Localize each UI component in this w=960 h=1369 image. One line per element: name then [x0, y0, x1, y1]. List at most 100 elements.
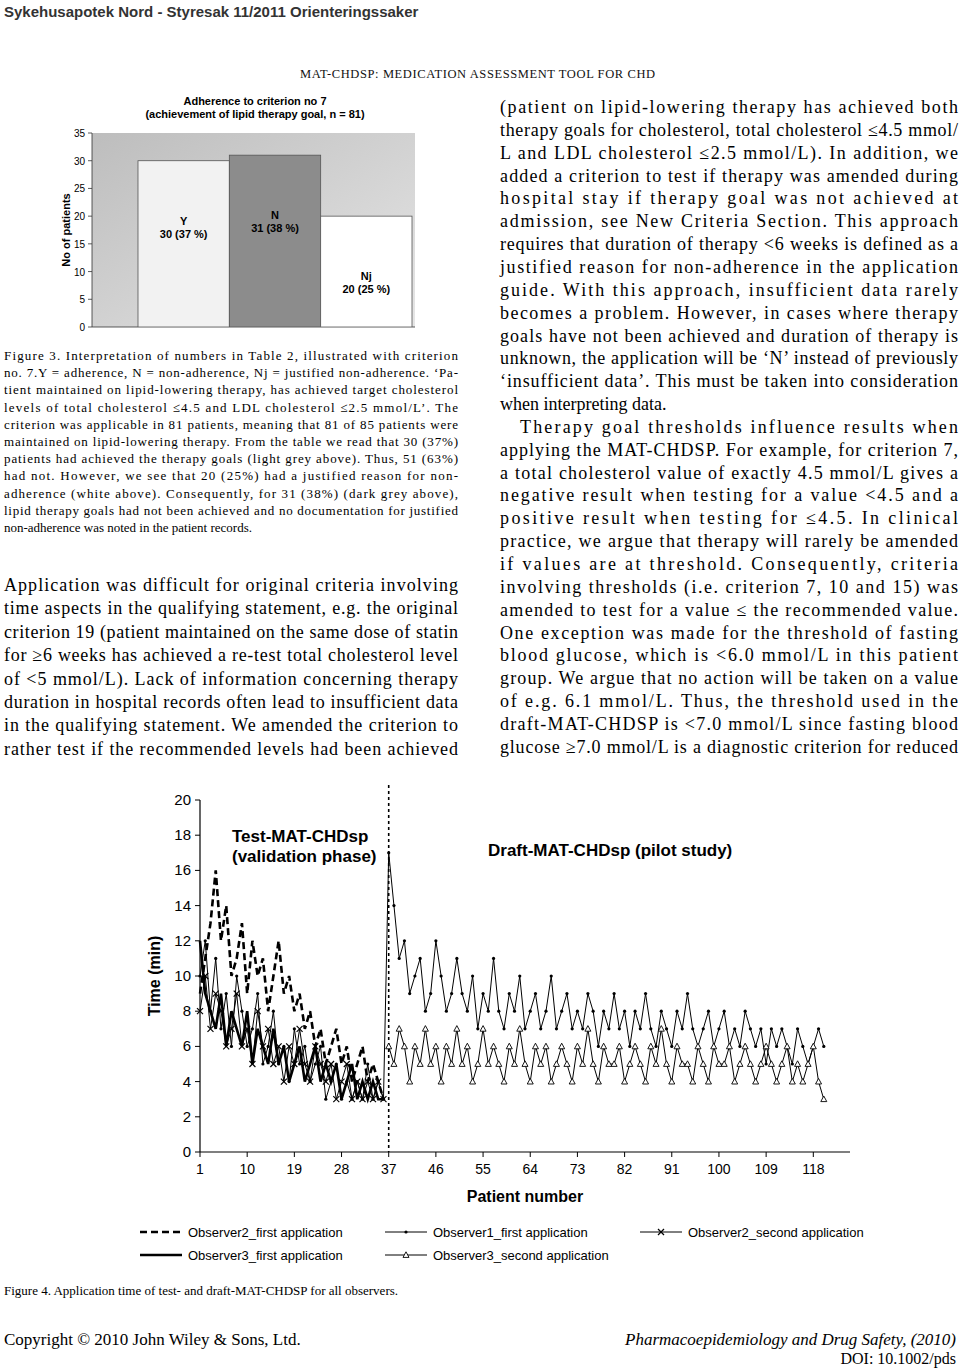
marker: [198, 974, 201, 977]
marker: [360, 1096, 366, 1102]
marker: [235, 974, 238, 977]
marker: [464, 1043, 470, 1049]
marker-stroke: [328, 1061, 334, 1067]
marker: [204, 939, 207, 942]
marker: [265, 1026, 271, 1032]
marker-stroke: [297, 1026, 303, 1032]
y-axis: [92, 133, 93, 327]
marker-stroke: [270, 1061, 276, 1067]
marker: [466, 1010, 469, 1013]
body-text: criterion 19 (patient maintained on the …: [4, 622, 458, 643]
marker: [674, 1043, 680, 1049]
marker: [333, 1096, 339, 1102]
figure-caption: patients had achieved the therapy goals …: [4, 451, 458, 466]
legend-label: Observer3_second application: [433, 1248, 609, 1263]
legend-label: Observer3_first application: [188, 1248, 343, 1263]
marker: [298, 1062, 301, 1065]
marker: [796, 1027, 799, 1030]
marker: [303, 1045, 306, 1048]
marker: [297, 1026, 303, 1032]
marker: [256, 992, 259, 995]
marker: [707, 1010, 710, 1013]
marker: [307, 1079, 313, 1085]
tick-mark: [671, 1152, 672, 1157]
tick-mark: [341, 1152, 342, 1157]
data-label: 31 (38 %): [251, 222, 299, 234]
marker: [548, 1078, 554, 1084]
marker: [407, 1078, 413, 1084]
legend-entry: Observer1_first application: [385, 1225, 588, 1240]
tick-mark: [718, 1152, 719, 1157]
figure-caption: maintained on lipid-lowering therapy. Fr…: [4, 434, 458, 449]
marker-stroke: [297, 1026, 303, 1032]
marker: [754, 1045, 757, 1048]
plot-area: [92, 133, 415, 327]
tick-mark: [195, 800, 200, 801]
marker: [571, 1027, 574, 1030]
marker: [580, 1061, 586, 1067]
marker-stroke: [265, 1026, 271, 1032]
body-text: becomes a problem. However, in cases whe…: [500, 303, 958, 323]
marker: [512, 1061, 518, 1067]
series-line: [200, 853, 824, 1099]
marker: [255, 1008, 261, 1014]
marker: [780, 1027, 783, 1030]
marker: [261, 1062, 264, 1065]
marker: [581, 1027, 584, 1030]
tick-label: 46: [428, 1161, 444, 1177]
marker-stroke: [213, 991, 219, 997]
tick-mark: [577, 1152, 578, 1157]
marker: [246, 1045, 249, 1048]
marker: [686, 992, 689, 995]
marker: [810, 1043, 816, 1049]
marker-stroke: [658, 1229, 664, 1235]
tick-mark: [530, 1152, 531, 1157]
marker: [555, 1027, 558, 1030]
marker: [742, 1043, 748, 1049]
annotation: Test-MAT-CHDsp: [232, 827, 368, 846]
tick-label: 10: [239, 1161, 255, 1177]
axis-label: Time (min): [146, 936, 163, 1017]
marker: [392, 904, 395, 907]
series-line: [389, 1029, 824, 1099]
tick-label: 82: [617, 1161, 633, 1177]
footer-copyright: Copyright © 2010 John Wiley & Sons, Ltd.: [4, 1330, 301, 1349]
marker: [492, 957, 495, 960]
marker: [550, 974, 553, 977]
marker: [569, 1078, 575, 1084]
body-text: a total cholesterol value of exactly 4.5…: [500, 463, 958, 483]
marker: [197, 1008, 203, 1014]
marker: [214, 957, 217, 960]
marker: [574, 1043, 580, 1049]
body-text: goals have not been achieved and duratio…: [500, 326, 958, 346]
chart-background: [60, 90, 422, 332]
legend-swatch: [140, 1231, 182, 1234]
legend-entry: Observer3_second application: [385, 1248, 609, 1263]
marker: [613, 992, 616, 995]
marker: [637, 1061, 643, 1067]
data-label: 30 (37 %): [160, 228, 208, 240]
tick-label: 30: [74, 156, 86, 167]
category-label: Nj: [361, 270, 372, 282]
marker: [749, 1027, 752, 1030]
marker: [702, 1027, 705, 1030]
marker: [251, 1027, 254, 1030]
tick-label: 20: [74, 211, 86, 222]
marker-stroke: [365, 1079, 371, 1085]
tick-mark: [195, 870, 200, 871]
marker-stroke: [375, 1079, 381, 1085]
body-text: justified reason for non-adherence in th…: [499, 257, 958, 277]
figure-caption: criterion was applicable in 81 patients,…: [4, 417, 458, 432]
marker-stroke: [213, 991, 219, 997]
body-text: rather test if the recommended levels ha…: [4, 739, 458, 759]
marker: [627, 1061, 633, 1067]
marker-stroke: [286, 1043, 292, 1049]
marker: [230, 1045, 233, 1048]
marker: [408, 992, 411, 995]
marker: [349, 1096, 355, 1102]
legend-label: Observer2_second application: [688, 1225, 864, 1240]
page-header: Sykehusapotek Nord - Styresak 11/2011 Or…: [4, 3, 419, 20]
marker: [532, 1043, 538, 1049]
marker: [717, 1027, 720, 1030]
marker: [618, 1027, 621, 1030]
